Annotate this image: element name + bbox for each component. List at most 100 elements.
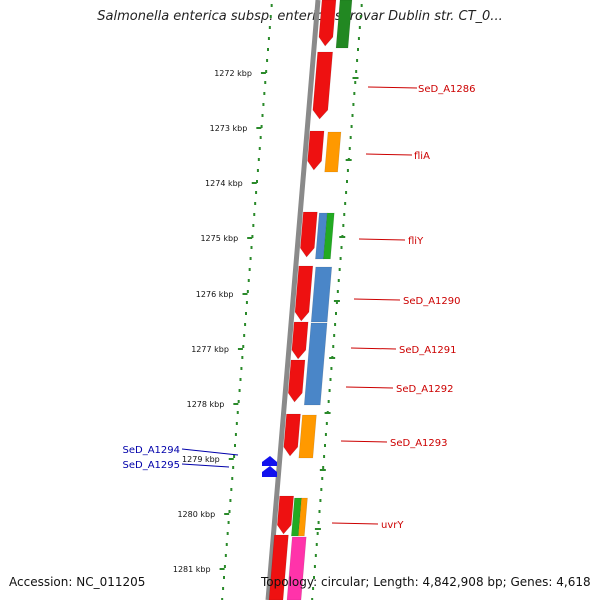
label-leader — [358, 238, 406, 241]
gene-block-fliY[interactable] — [300, 211, 318, 258]
track-dot — [315, 543, 318, 546]
gene-block-SeD_A1291-partner[interactable] — [303, 322, 328, 406]
track-dot — [352, 103, 355, 106]
scale-dot — [254, 202, 257, 205]
track-dot — [360, 4, 363, 7]
scale-label: 1278 kbp — [187, 400, 225, 409]
gene-block-SeD_A1290-partner[interactable] — [310, 266, 333, 323]
scale-dot — [250, 246, 253, 249]
gene-block-fliY-partner[interactable] — [323, 212, 335, 260]
scale-dot — [233, 455, 236, 458]
track-dot — [322, 466, 325, 469]
track-dot — [323, 455, 326, 458]
scale-dot — [228, 510, 231, 513]
gene-block[interactable] — [318, 0, 337, 47]
gene-block[interactable] — [335, 0, 353, 49]
gene-block-fliA-partner[interactable] — [324, 131, 342, 173]
gene-label-uvrY[interactable]: uvrY — [381, 520, 404, 531]
scale-dot — [248, 268, 251, 271]
track-dot — [335, 301, 338, 304]
gene-label-SeD_A1291[interactable]: SeD_A1291 — [399, 345, 457, 356]
gene-block-SeD_A1292[interactable] — [287, 359, 306, 403]
gene-block-SeD_A1290[interactable] — [294, 265, 314, 322]
track-dot — [319, 499, 322, 502]
track-dot — [334, 323, 337, 326]
gene-label-fliA[interactable]: fliA — [414, 151, 430, 162]
label-leader — [181, 463, 230, 468]
track-dot — [317, 521, 320, 524]
scale-label: 1277 kbp — [191, 345, 229, 354]
genome-backbone — [265, 0, 321, 600]
scale-dot — [267, 48, 269, 51]
scale-dot — [269, 15, 272, 18]
track-dot — [357, 48, 359, 51]
gene-marker-SeD_A1294[interactable] — [262, 456, 277, 466]
label-leader — [331, 522, 379, 525]
scale-dot — [238, 389, 241, 392]
scale-dot — [245, 301, 248, 304]
scale-dot — [249, 257, 252, 260]
scale-dot — [242, 345, 245, 348]
gene-block-fliA[interactable] — [307, 130, 325, 171]
scale-dot — [268, 26, 271, 29]
scale-dot — [231, 477, 234, 480]
label-leader — [365, 153, 413, 156]
gene-block[interactable] — [268, 534, 289, 600]
gene-label-fliY[interactable]: fliY — [408, 236, 424, 247]
scale-dot — [256, 169, 259, 172]
scale-dot — [260, 125, 263, 128]
track-dot — [337, 279, 340, 282]
scale-dot — [263, 92, 266, 95]
gene-label-SeD_A1294[interactable]: SeD_A1294 — [123, 445, 181, 456]
track-dot — [355, 70, 358, 73]
gene-block-SeD_A1293[interactable] — [283, 413, 301, 457]
gene-block-SeD_A1293-partner[interactable] — [298, 414, 317, 459]
track-dot — [313, 576, 315, 579]
scale-label: 1275 kbp — [200, 234, 238, 243]
gene-label-SeD_A1295[interactable]: SeD_A1295 — [123, 460, 181, 471]
track-dot — [313, 565, 316, 568]
gene-label-SeD_A1293[interactable]: SeD_A1293 — [390, 438, 448, 449]
scale-dot — [267, 37, 270, 40]
gene-block-SeD_A1286[interactable] — [312, 51, 333, 120]
track-dot — [318, 510, 321, 513]
scale-dot — [262, 103, 265, 106]
track-dot — [343, 213, 346, 216]
gene-marker-SeD_A1295[interactable] — [262, 466, 277, 477]
track-dot — [349, 136, 352, 139]
track-dot — [314, 554, 317, 557]
track-dot — [336, 290, 339, 293]
scale-label: 1274 kbp — [205, 179, 243, 188]
gene-block[interactable] — [286, 536, 307, 600]
track-dot — [324, 433, 327, 436]
gene-label-SeD_A1290[interactable]: SeD_A1290 — [403, 296, 461, 307]
scale-dot — [237, 400, 240, 403]
gene-block-uvrY-partner[interactable] — [298, 497, 308, 537]
track-dot — [350, 125, 353, 128]
track-dot — [346, 169, 349, 172]
gene-block-uvrY-partner[interactable] — [291, 497, 302, 537]
track-dot — [354, 81, 357, 84]
label-leader — [340, 440, 388, 443]
scale-label: 1272 kbp — [214, 69, 252, 78]
track-dot — [333, 334, 336, 337]
track-dot — [344, 202, 347, 205]
track-dot — [345, 191, 348, 194]
scale-dot — [257, 158, 260, 161]
gene-label-SeD_A1292[interactable]: SeD_A1292 — [396, 384, 454, 395]
track-dot — [332, 345, 335, 348]
scale-dot — [224, 554, 227, 557]
genome-title: Salmonella enterica subsp. enterica sero… — [97, 9, 503, 24]
scale-dot — [252, 224, 255, 227]
scale-dot — [239, 378, 242, 381]
gene-label-SeD_A1286[interactable]: SeD_A1286 — [418, 84, 476, 95]
scale-dot — [255, 191, 258, 194]
gene-block-SeD_A1291[interactable] — [291, 321, 309, 360]
scale-dot — [223, 576, 225, 579]
scale-dot — [258, 147, 261, 150]
scale-label: 1281 kbp — [173, 565, 211, 574]
label-leader — [353, 298, 401, 301]
track-dot — [358, 26, 361, 29]
gene-block-uvrY[interactable] — [276, 495, 294, 535]
